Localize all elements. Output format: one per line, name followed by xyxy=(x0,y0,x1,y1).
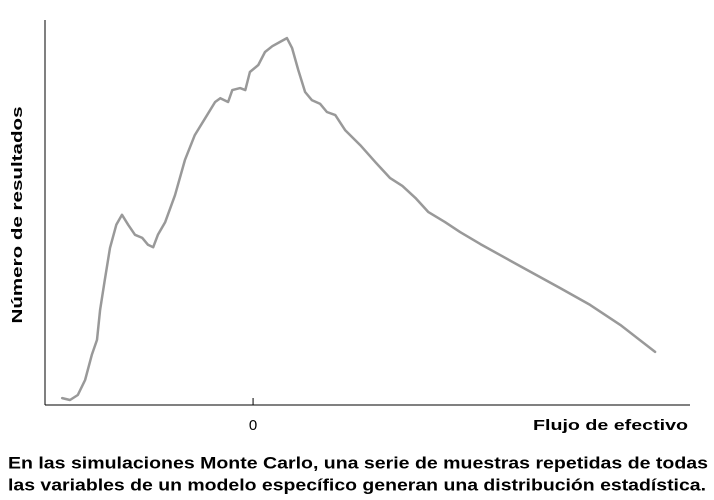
y-axis-label: Número de resultados xyxy=(9,107,26,324)
x-tick-label: 0 xyxy=(249,417,257,434)
caption-line: En las simulaciones Monte Carlo, una ser… xyxy=(8,453,708,472)
x-axis-label: Flujo de efectivo xyxy=(533,417,688,434)
caption-line: las variables de un modelo específico ge… xyxy=(8,475,706,494)
data-line xyxy=(60,36,657,402)
